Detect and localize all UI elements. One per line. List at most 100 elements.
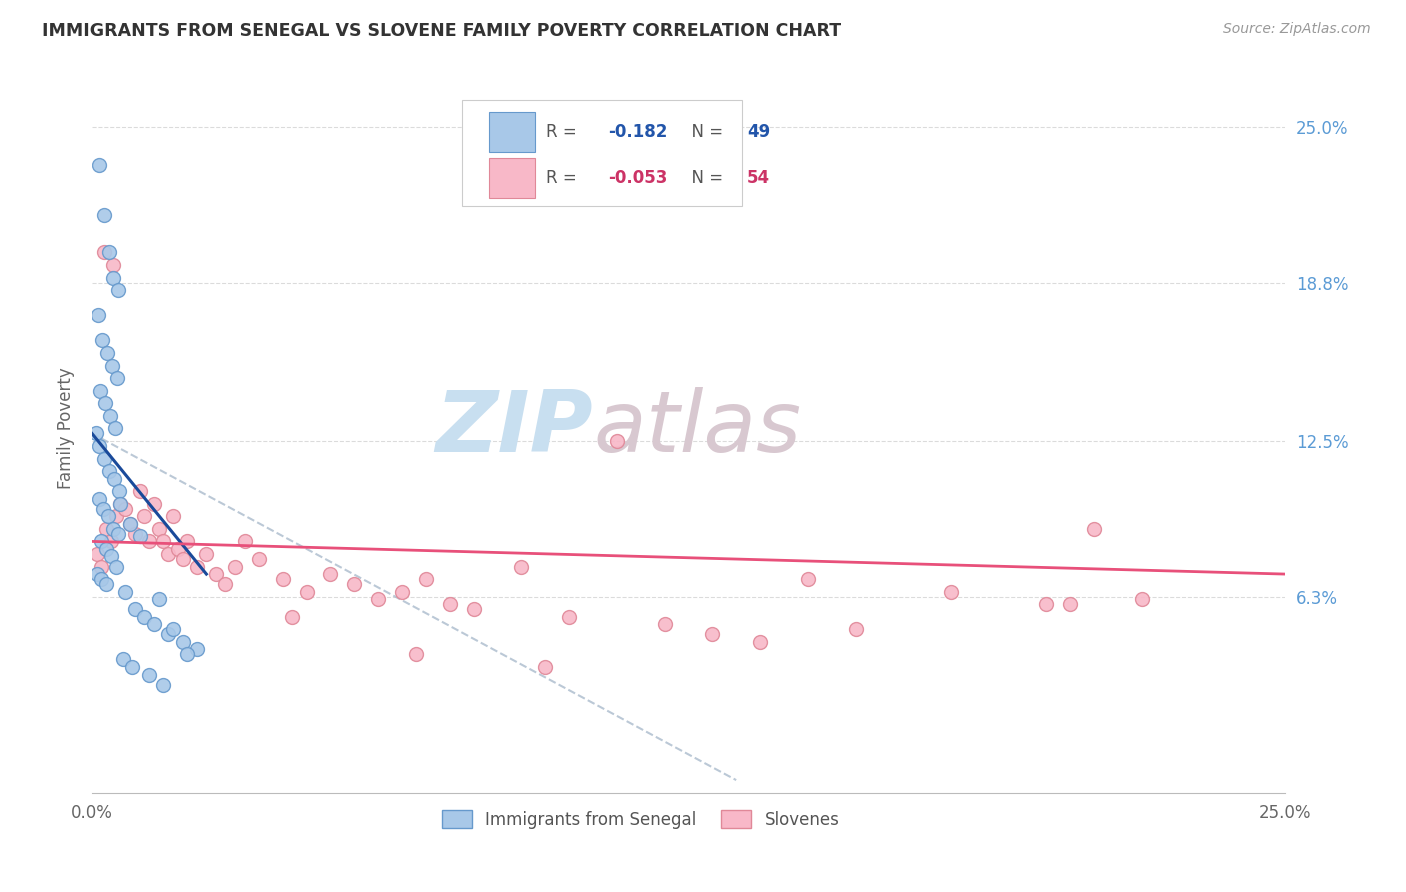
Point — [90, 534, 112, 549]
Point — [104, 421, 127, 435]
Point — [93, 451, 115, 466]
Point — [118, 516, 141, 531]
Point — [124, 602, 146, 616]
Point — [114, 501, 136, 516]
Point — [195, 547, 218, 561]
Point — [98, 464, 121, 478]
Point — [148, 522, 170, 536]
Point — [98, 409, 121, 423]
Point — [749, 635, 772, 649]
Point — [104, 509, 127, 524]
Point — [138, 534, 160, 549]
Point — [281, 609, 304, 624]
Point — [271, 572, 294, 586]
Point — [103, 472, 125, 486]
Point — [1035, 597, 1057, 611]
Point — [162, 509, 184, 524]
Point — [96, 522, 118, 536]
Point — [96, 541, 118, 556]
Text: 54: 54 — [747, 169, 770, 187]
FancyBboxPatch shape — [489, 112, 534, 152]
Point — [100, 549, 122, 564]
Point — [110, 497, 132, 511]
Point — [86, 567, 108, 582]
Point — [86, 547, 108, 561]
Point — [105, 371, 128, 385]
Point — [107, 527, 129, 541]
Text: -0.182: -0.182 — [609, 123, 668, 141]
Point — [157, 627, 180, 641]
Point — [107, 283, 129, 297]
Point — [84, 426, 107, 441]
Point — [224, 559, 246, 574]
Point — [1059, 597, 1081, 611]
Point — [114, 584, 136, 599]
Point — [157, 547, 180, 561]
Point — [1130, 592, 1153, 607]
Point — [107, 484, 129, 499]
Point — [558, 609, 581, 624]
Point — [172, 552, 194, 566]
Point — [100, 534, 122, 549]
Point — [844, 623, 866, 637]
Y-axis label: Family Poverty: Family Poverty — [58, 368, 75, 489]
Point — [134, 609, 156, 624]
Point — [97, 245, 120, 260]
Point — [93, 245, 115, 260]
Point — [101, 359, 124, 373]
Point — [128, 484, 150, 499]
Point — [121, 660, 143, 674]
Point — [91, 501, 114, 516]
Point — [103, 270, 125, 285]
Point — [391, 584, 413, 599]
Point — [90, 572, 112, 586]
Point — [606, 434, 628, 448]
Text: N =: N = — [682, 169, 728, 187]
Text: atlas: atlas — [593, 387, 801, 470]
Point — [142, 497, 165, 511]
Point — [343, 577, 366, 591]
Point — [148, 592, 170, 607]
Point — [534, 660, 557, 674]
Point — [96, 346, 118, 360]
Point — [128, 529, 150, 543]
Text: R =: R = — [547, 169, 582, 187]
Point — [214, 577, 236, 591]
Point — [101, 522, 124, 536]
Point — [1083, 522, 1105, 536]
Point — [93, 208, 115, 222]
Point — [939, 584, 962, 599]
Point — [162, 623, 184, 637]
Text: N =: N = — [682, 123, 728, 141]
Point — [654, 617, 676, 632]
Point — [104, 559, 127, 574]
Point — [295, 584, 318, 599]
Point — [87, 157, 110, 171]
Point — [367, 592, 389, 607]
Point — [176, 534, 198, 549]
Point — [86, 308, 108, 322]
Point — [152, 678, 174, 692]
Text: 49: 49 — [747, 123, 770, 141]
Point — [205, 567, 228, 582]
Point — [233, 534, 256, 549]
Point — [94, 396, 117, 410]
Point — [111, 652, 134, 666]
Point — [186, 559, 208, 574]
Point — [90, 559, 112, 574]
FancyBboxPatch shape — [489, 158, 534, 198]
Point — [415, 572, 437, 586]
Point — [319, 567, 342, 582]
Point — [702, 627, 724, 641]
FancyBboxPatch shape — [461, 101, 742, 206]
Point — [142, 617, 165, 632]
Point — [176, 648, 198, 662]
Point — [166, 541, 188, 556]
Text: ZIP: ZIP — [436, 387, 593, 470]
Point — [152, 534, 174, 549]
Point — [96, 577, 118, 591]
Point — [439, 597, 461, 611]
Point — [172, 635, 194, 649]
Point — [118, 516, 141, 531]
Point — [247, 552, 270, 566]
